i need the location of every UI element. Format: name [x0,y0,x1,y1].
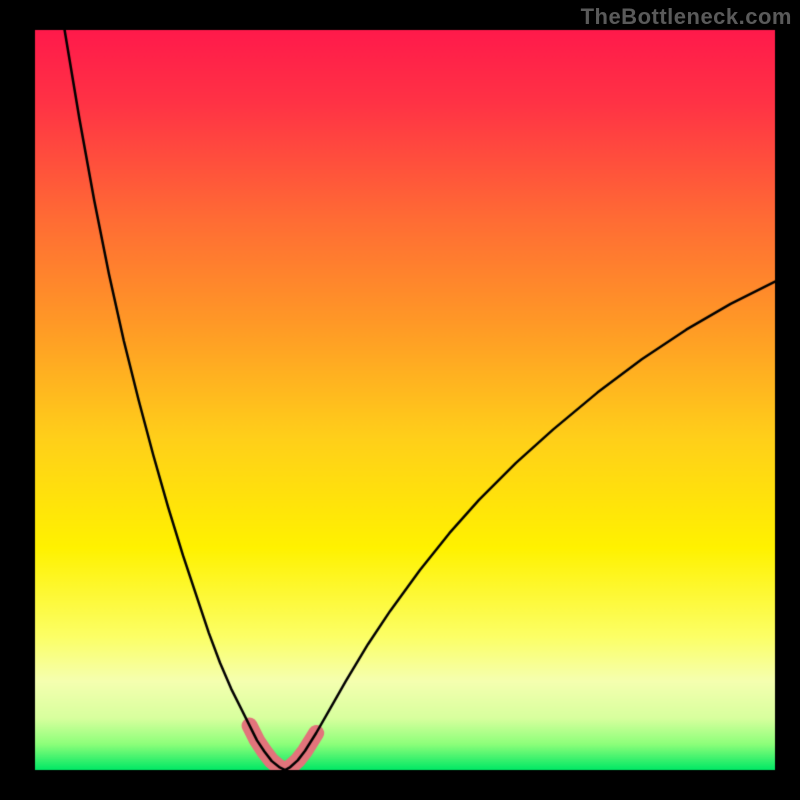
watermark-text: TheBottleneck.com [581,4,792,30]
bottleneck-curve-chart [0,0,800,800]
